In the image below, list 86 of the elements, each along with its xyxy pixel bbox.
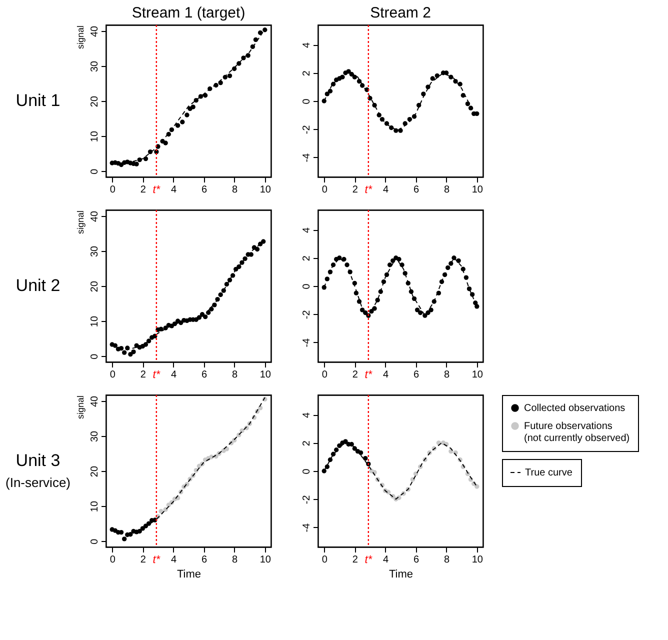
y-tick-label: 20 xyxy=(90,96,100,108)
ref-line-label: t* xyxy=(364,184,373,196)
x-tick-label: 10 xyxy=(472,184,484,196)
y-tick-label: -4 xyxy=(302,338,312,348)
x-tick-label: 0 xyxy=(322,184,328,196)
x-tick-label: 6 xyxy=(201,184,208,196)
x-tick-label: 0 xyxy=(322,370,328,380)
y-tick-label: -4 xyxy=(302,522,312,532)
y-tick-label: -2 xyxy=(302,310,312,320)
y-tick-label: 30 xyxy=(90,245,100,258)
y-tick-label: 0 xyxy=(90,168,100,174)
x-tick-label: 10 xyxy=(260,184,272,196)
legend-label: True curve xyxy=(525,468,573,478)
ref-line-label: t* xyxy=(152,369,161,381)
x-tick-label: 0 xyxy=(110,184,116,196)
y-tick-label: 0 xyxy=(90,353,100,360)
x-tick-label: 2 xyxy=(352,184,358,196)
x-tick-label: 10 xyxy=(260,370,272,380)
x-tick-label: 10 xyxy=(472,554,484,566)
ref-line-label: t* xyxy=(152,554,161,566)
chart-title: Stream 1 (target) xyxy=(132,4,246,22)
y-tick-label: 30 xyxy=(90,60,100,72)
x-tick-label: 6 xyxy=(413,184,420,196)
y-tick-label: -2 xyxy=(302,494,312,504)
x-tick-label: 6 xyxy=(413,554,420,566)
y-tick-label: 0 xyxy=(90,538,100,544)
x-tick-label: 10 xyxy=(472,370,484,380)
x-tick-label: 2 xyxy=(140,554,146,566)
x-tick-label: 8 xyxy=(232,184,238,196)
legend-label: Future observations (not currently observed) xyxy=(524,421,630,444)
x-axis-title: Time xyxy=(388,568,414,580)
x-tick-label: 8 xyxy=(232,554,238,566)
x-tick-label: 2 xyxy=(352,370,358,380)
chart-title: Stream 2 xyxy=(370,4,431,22)
x-tick-label: 10 xyxy=(260,554,272,566)
x-tick-label: 2 xyxy=(140,184,146,196)
y-tick-label: 2 xyxy=(302,440,312,446)
y-tick-label: 2 xyxy=(302,255,312,262)
x-tick-label: 4 xyxy=(382,370,389,380)
text: Unit 1 xyxy=(16,91,60,110)
y-tick-label: 40 xyxy=(90,25,100,38)
y-tick-label: -2 xyxy=(302,124,312,134)
x-tick-label: 4 xyxy=(382,554,389,566)
x-tick-label: 8 xyxy=(444,184,450,196)
x-tick-label: 6 xyxy=(413,370,420,380)
x-tick-label: 0 xyxy=(110,554,116,566)
y-axis-title: signal xyxy=(76,210,86,234)
legend-label: Collected observations xyxy=(524,403,626,414)
x-tick-label: 4 xyxy=(170,554,177,566)
x-tick-label: 0 xyxy=(110,370,116,380)
x-tick-label: 8 xyxy=(444,554,450,566)
ref-line-label: t* xyxy=(364,554,373,566)
y-tick-label: 40 xyxy=(90,210,100,222)
y-tick-label: 40 xyxy=(90,395,100,408)
y-tick-label: 2 xyxy=(302,70,312,76)
x-tick-label: 8 xyxy=(444,370,450,380)
x-tick-label: 6 xyxy=(201,554,208,566)
x-tick-label: 2 xyxy=(140,370,146,380)
x-tick-label: 8 xyxy=(232,370,238,380)
y-tick-label: 20 xyxy=(90,280,100,292)
text: Unit 3 xyxy=(16,451,60,470)
y-tick-label: -4 xyxy=(302,152,312,162)
y-tick-label: 4 xyxy=(302,226,312,233)
y-tick-label: 0 xyxy=(302,283,312,290)
y-tick-label: 0 xyxy=(302,468,312,474)
x-tick-label: 0 xyxy=(322,554,328,566)
y-tick-label: 20 xyxy=(90,466,100,478)
y-tick-label: 4 xyxy=(302,412,312,418)
y-axis-title: signal xyxy=(76,26,86,50)
ref-line-label: t* xyxy=(364,369,373,381)
x-tick-label: 6 xyxy=(201,370,208,380)
y-axis-title: signal xyxy=(76,396,86,420)
y-tick-label: 4 xyxy=(302,42,312,48)
y-tick-label: 0 xyxy=(302,98,312,104)
ref-line-label: t* xyxy=(152,184,161,196)
y-tick-label: 30 xyxy=(90,430,100,442)
y-tick-label: 10 xyxy=(90,500,100,512)
x-axis-title: Time xyxy=(176,568,202,580)
y-tick-label: 10 xyxy=(90,130,100,142)
x-tick-label: 4 xyxy=(170,370,177,380)
x-tick-label: 4 xyxy=(170,184,177,196)
text: (In-service) xyxy=(5,475,71,490)
y-tick-label: 10 xyxy=(90,316,100,328)
x-tick-label: 4 xyxy=(382,184,389,196)
text: Unit 2 xyxy=(16,276,60,295)
x-tick-label: 2 xyxy=(352,554,358,566)
